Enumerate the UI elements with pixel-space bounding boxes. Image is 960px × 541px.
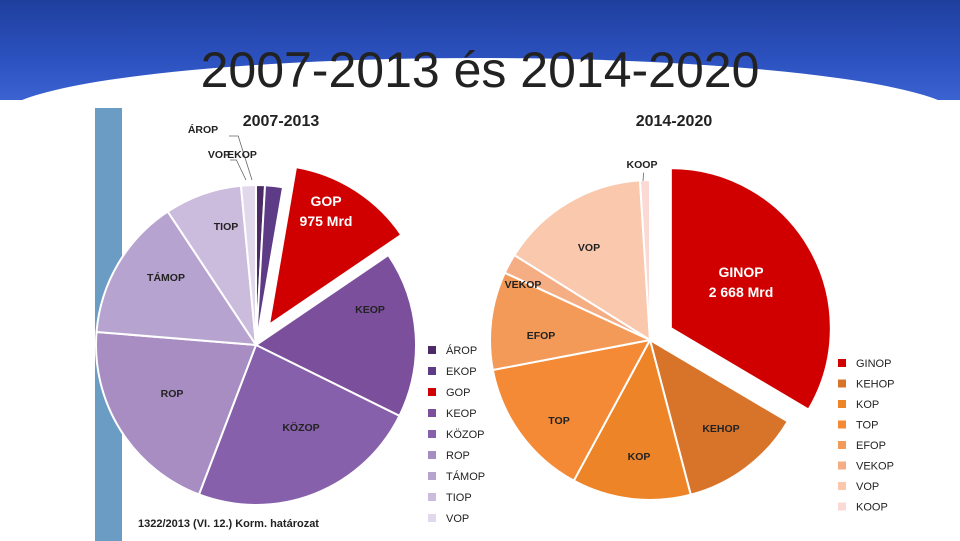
slice-label-vekop: VEKOP [505, 279, 542, 291]
legend-swatch-tiop [428, 493, 436, 501]
callout-value-2007-2013: 975 Mrd [300, 213, 353, 229]
legend-swatch-kozop [428, 430, 436, 438]
legend-label-kehop: KEHOP [856, 379, 895, 391]
chart-2007-2013: 2007-2013 ÁROP EKOP KEOP KÖZOP ROP TÁMOP TIOP V… [96, 113, 485, 530]
chart-title-2014-2020: 2014-2020 [636, 113, 713, 130]
legend-label-vekop: VEKOP [856, 461, 894, 473]
legend-label-keop: KEOP [446, 408, 477, 420]
footnote: 1322/2013 (VI. 12.) Korm. határozat [138, 518, 319, 530]
slice-label-kehop: KEHOP [702, 423, 739, 435]
leader-line-ekop [230, 160, 246, 180]
legend-label-vop: VOP [856, 481, 879, 493]
legend-label-arop: ÁROP [446, 344, 477, 357]
slice-label-top: TOP [548, 415, 569, 427]
legend-swatch-keop [428, 409, 436, 417]
legend-label-kop: KOP [856, 399, 879, 411]
legend-swatch-top [838, 421, 846, 429]
legend-swatch-ginop [838, 359, 846, 367]
slice-label-arop: ÁROP [188, 123, 218, 136]
legend-label-gop: GOP [446, 387, 470, 399]
legend-label-tiop: TIOP [446, 492, 472, 504]
slice-label-vop: VOP [208, 149, 230, 161]
callout-name-2014-2020: GINOP [718, 264, 763, 280]
slice-label-kozop: KÖZOP [282, 421, 319, 434]
pie-slices-2007-2013 [96, 167, 416, 505]
slice-label-keop: KEOP [355, 304, 385, 316]
legend-label-tamop: TÁMOP [446, 470, 485, 483]
legend-label-ginop: GINOP [856, 358, 891, 370]
chart-title-2007-2013: 2007-2013 [243, 113, 320, 130]
legend-2014-2020: GINOP KEHOP KOP TOP EFOP VEKOP VOP KOOP [838, 358, 895, 514]
legend-swatch-rop [428, 451, 436, 459]
legend-label-kozop: KÖZOP [446, 429, 485, 441]
chart-2014-2020: 2014-2020 KEHOP KOP TOP EFOP VEKOP VOP KOOP GI… [490, 113, 895, 514]
legend-label-ekop: EKOP [446, 366, 477, 378]
legend-swatch-vop [428, 514, 436, 522]
legend-label-koop: KOOP [856, 502, 888, 514]
legend-swatch-kop [838, 400, 846, 408]
slice-label-koop: KOOP [627, 159, 658, 171]
legend-swatch-arop [428, 346, 436, 354]
legend-swatch-gop [428, 388, 436, 396]
slice-label-efop: EFOP [527, 330, 556, 342]
slice-label-tamop: TÁMOP [147, 271, 185, 284]
callout-name-2007-2013: GOP [310, 193, 341, 209]
slice-label-ekop: EKOP [227, 149, 257, 161]
slice-label-vop: VOP [578, 242, 600, 254]
legend-swatch-tamop [428, 472, 436, 480]
legend-label-vop: VOP [446, 513, 469, 525]
legend-swatch-efop [838, 441, 846, 449]
slice-label-kop: KOP [628, 451, 651, 463]
slice-label-tiop: TIOP [214, 221, 239, 233]
legend-label-rop: ROP [446, 450, 470, 462]
slice-label-rop: ROP [161, 388, 184, 400]
legend-swatch-kehop [838, 380, 846, 388]
legend-2007-2013: ÁROP EKOP GOP KEOP KÖZOP ROP TÁMOP TIOP VOP [428, 344, 485, 525]
legend-swatch-ekop [428, 367, 436, 375]
legend-swatch-vop [838, 482, 846, 490]
legend-label-efop: EFOP [856, 440, 886, 452]
legend-swatch-vekop [838, 462, 846, 470]
legend-swatch-koop [838, 503, 846, 511]
callout-value-2014-2020: 2 668 Mrd [709, 284, 774, 300]
legend-label-top: TOP [856, 420, 878, 432]
